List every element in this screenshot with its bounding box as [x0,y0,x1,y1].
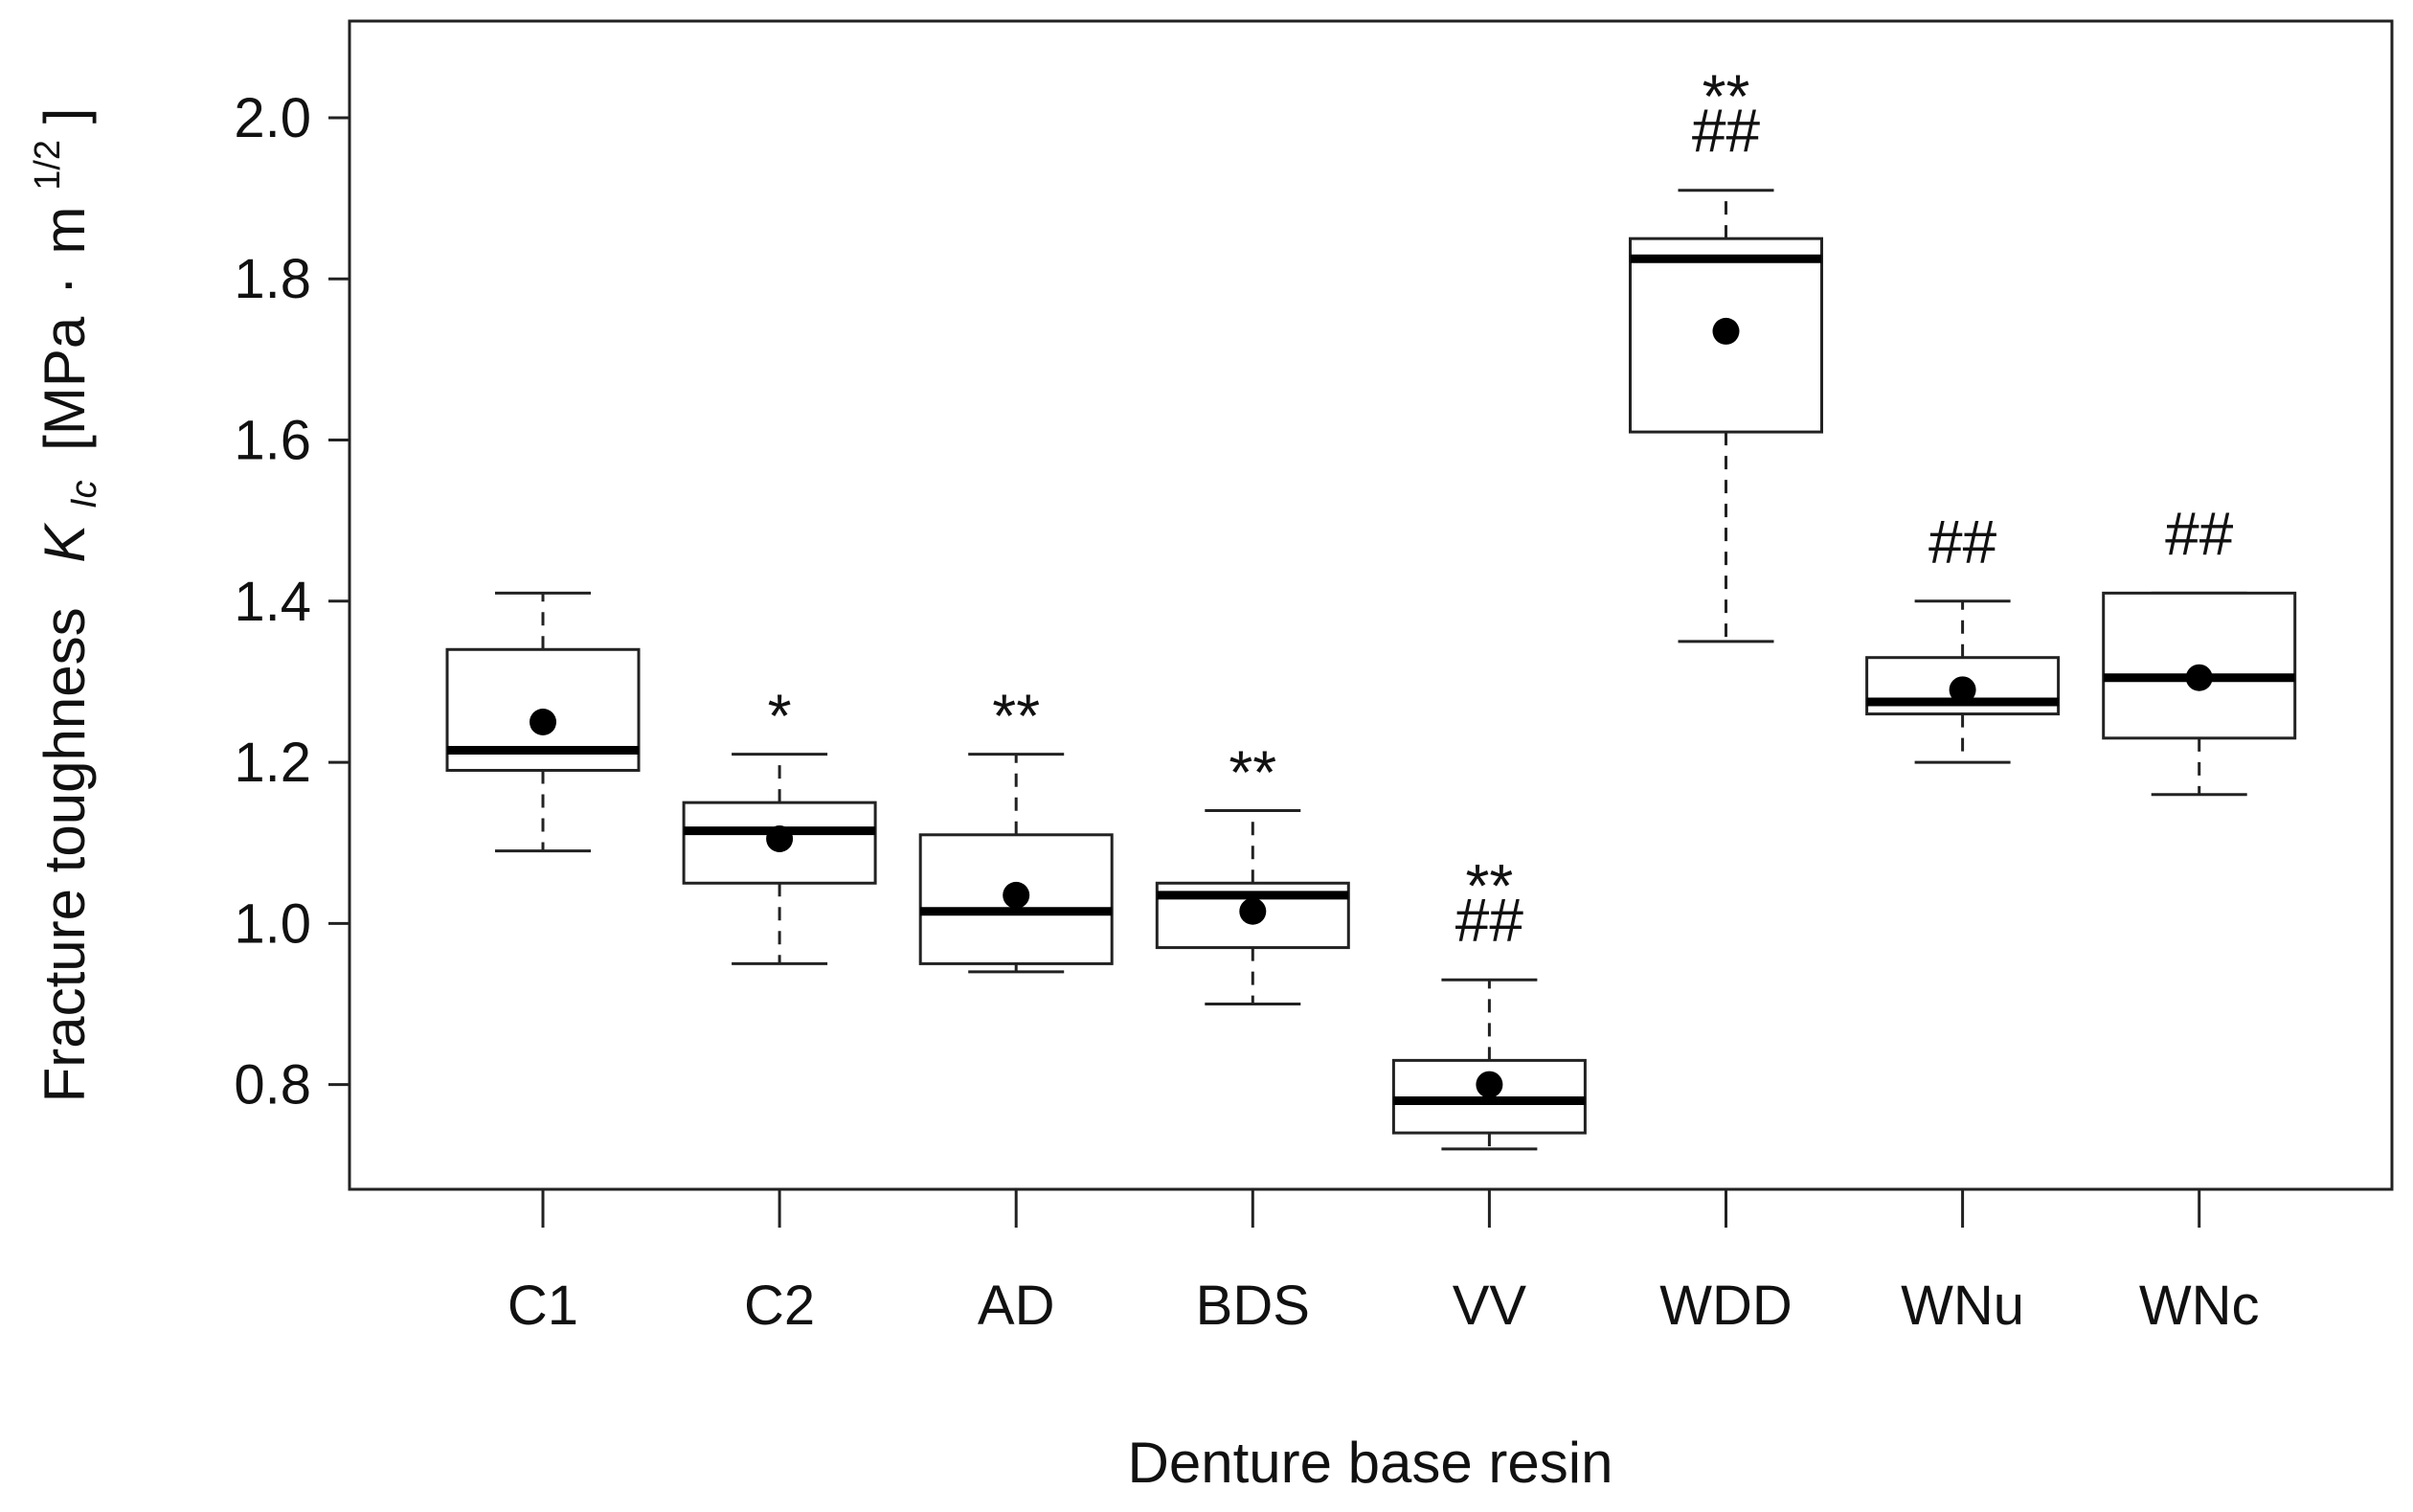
y-tick-label: 1.6 [234,410,311,472]
mean-point [1949,676,1976,704]
y-axis-title-unit-m: m [33,206,97,254]
y-tick-label: 1.8 [234,248,311,310]
x-tick-label: AD [978,1275,1055,1337]
y-axis-title-symbol: K [33,522,97,563]
y-axis: 0.8 1.0 1.2 1.4 1.6 1.8 2.0 [234,87,350,1117]
significance-hash-label: ## [1455,886,1524,955]
y-tick-label: 1.4 [234,571,311,633]
box-group-vv: **## [1391,851,1587,1151]
mean-point [530,709,556,735]
y-axis-title-unit-close: ] [33,108,97,124]
significance-hash-label: ## [2165,499,2234,568]
x-tick-label: WDD [1659,1275,1793,1337]
mean-point [1003,881,1030,909]
x-tick-label: WNu [1901,1275,2024,1337]
y-tick-label: 2.0 [234,87,311,149]
significance-star-label: ** [1703,62,1750,131]
y-axis-title-dot: · [33,276,97,295]
y-tick-label: 0.8 [234,1054,311,1117]
box-group-wdd: **## [1629,62,1823,643]
box-group-wnu: ## [1865,508,2061,764]
x-tick-label: C1 [507,1275,578,1337]
significance-star-label: * [768,682,792,751]
box-series: * ******##**#### ## [445,62,2297,1151]
box-group-bds: ** [1155,738,1350,1005]
y-axis-title: Fracture toughness K Ic [MPa · m 1/2 ] [8,108,108,1103]
y-tick-label: 1.0 [234,892,311,955]
y-tick-label: 1.2 [234,732,311,794]
x-tick-label: BDS [1196,1275,1310,1337]
mean-point [1712,317,1740,345]
mean-point [1476,1071,1503,1098]
box-group-wnc: ## [2102,499,2297,797]
mean-point [766,825,794,852]
box-group-c1 [445,591,641,853]
plot-frame [348,19,2394,1191]
mean-point [2185,664,2213,691]
significance-star-label: ** [1229,738,1276,807]
x-tick-label: WNc [2139,1275,2260,1337]
y-axis-title-superscript: 1/2 [28,140,68,191]
box-group-ad: ** [918,682,1114,974]
x-tick-label: VV [1453,1275,1527,1337]
mean-point [1239,897,1267,925]
y-axis-title-subscript: Ic [64,480,104,508]
y-axis-title-unit-open: [MPa [33,316,97,451]
x-axis-title: Denture base resin [1128,1431,1613,1495]
x-axis: C1 C2 AD BDS VV WDD WNu WNc [507,1189,2260,1337]
box-group-c2: * [682,682,877,965]
significance-hash-label: ## [1928,508,1997,576]
y-axis-title-prefix: Fracture toughness [33,607,97,1102]
significance-star-label: ** [1465,851,1513,920]
significance-star-label: ** [992,682,1040,751]
x-tick-label: C2 [744,1275,815,1337]
significance-hash-label: ## [1692,97,1761,166]
